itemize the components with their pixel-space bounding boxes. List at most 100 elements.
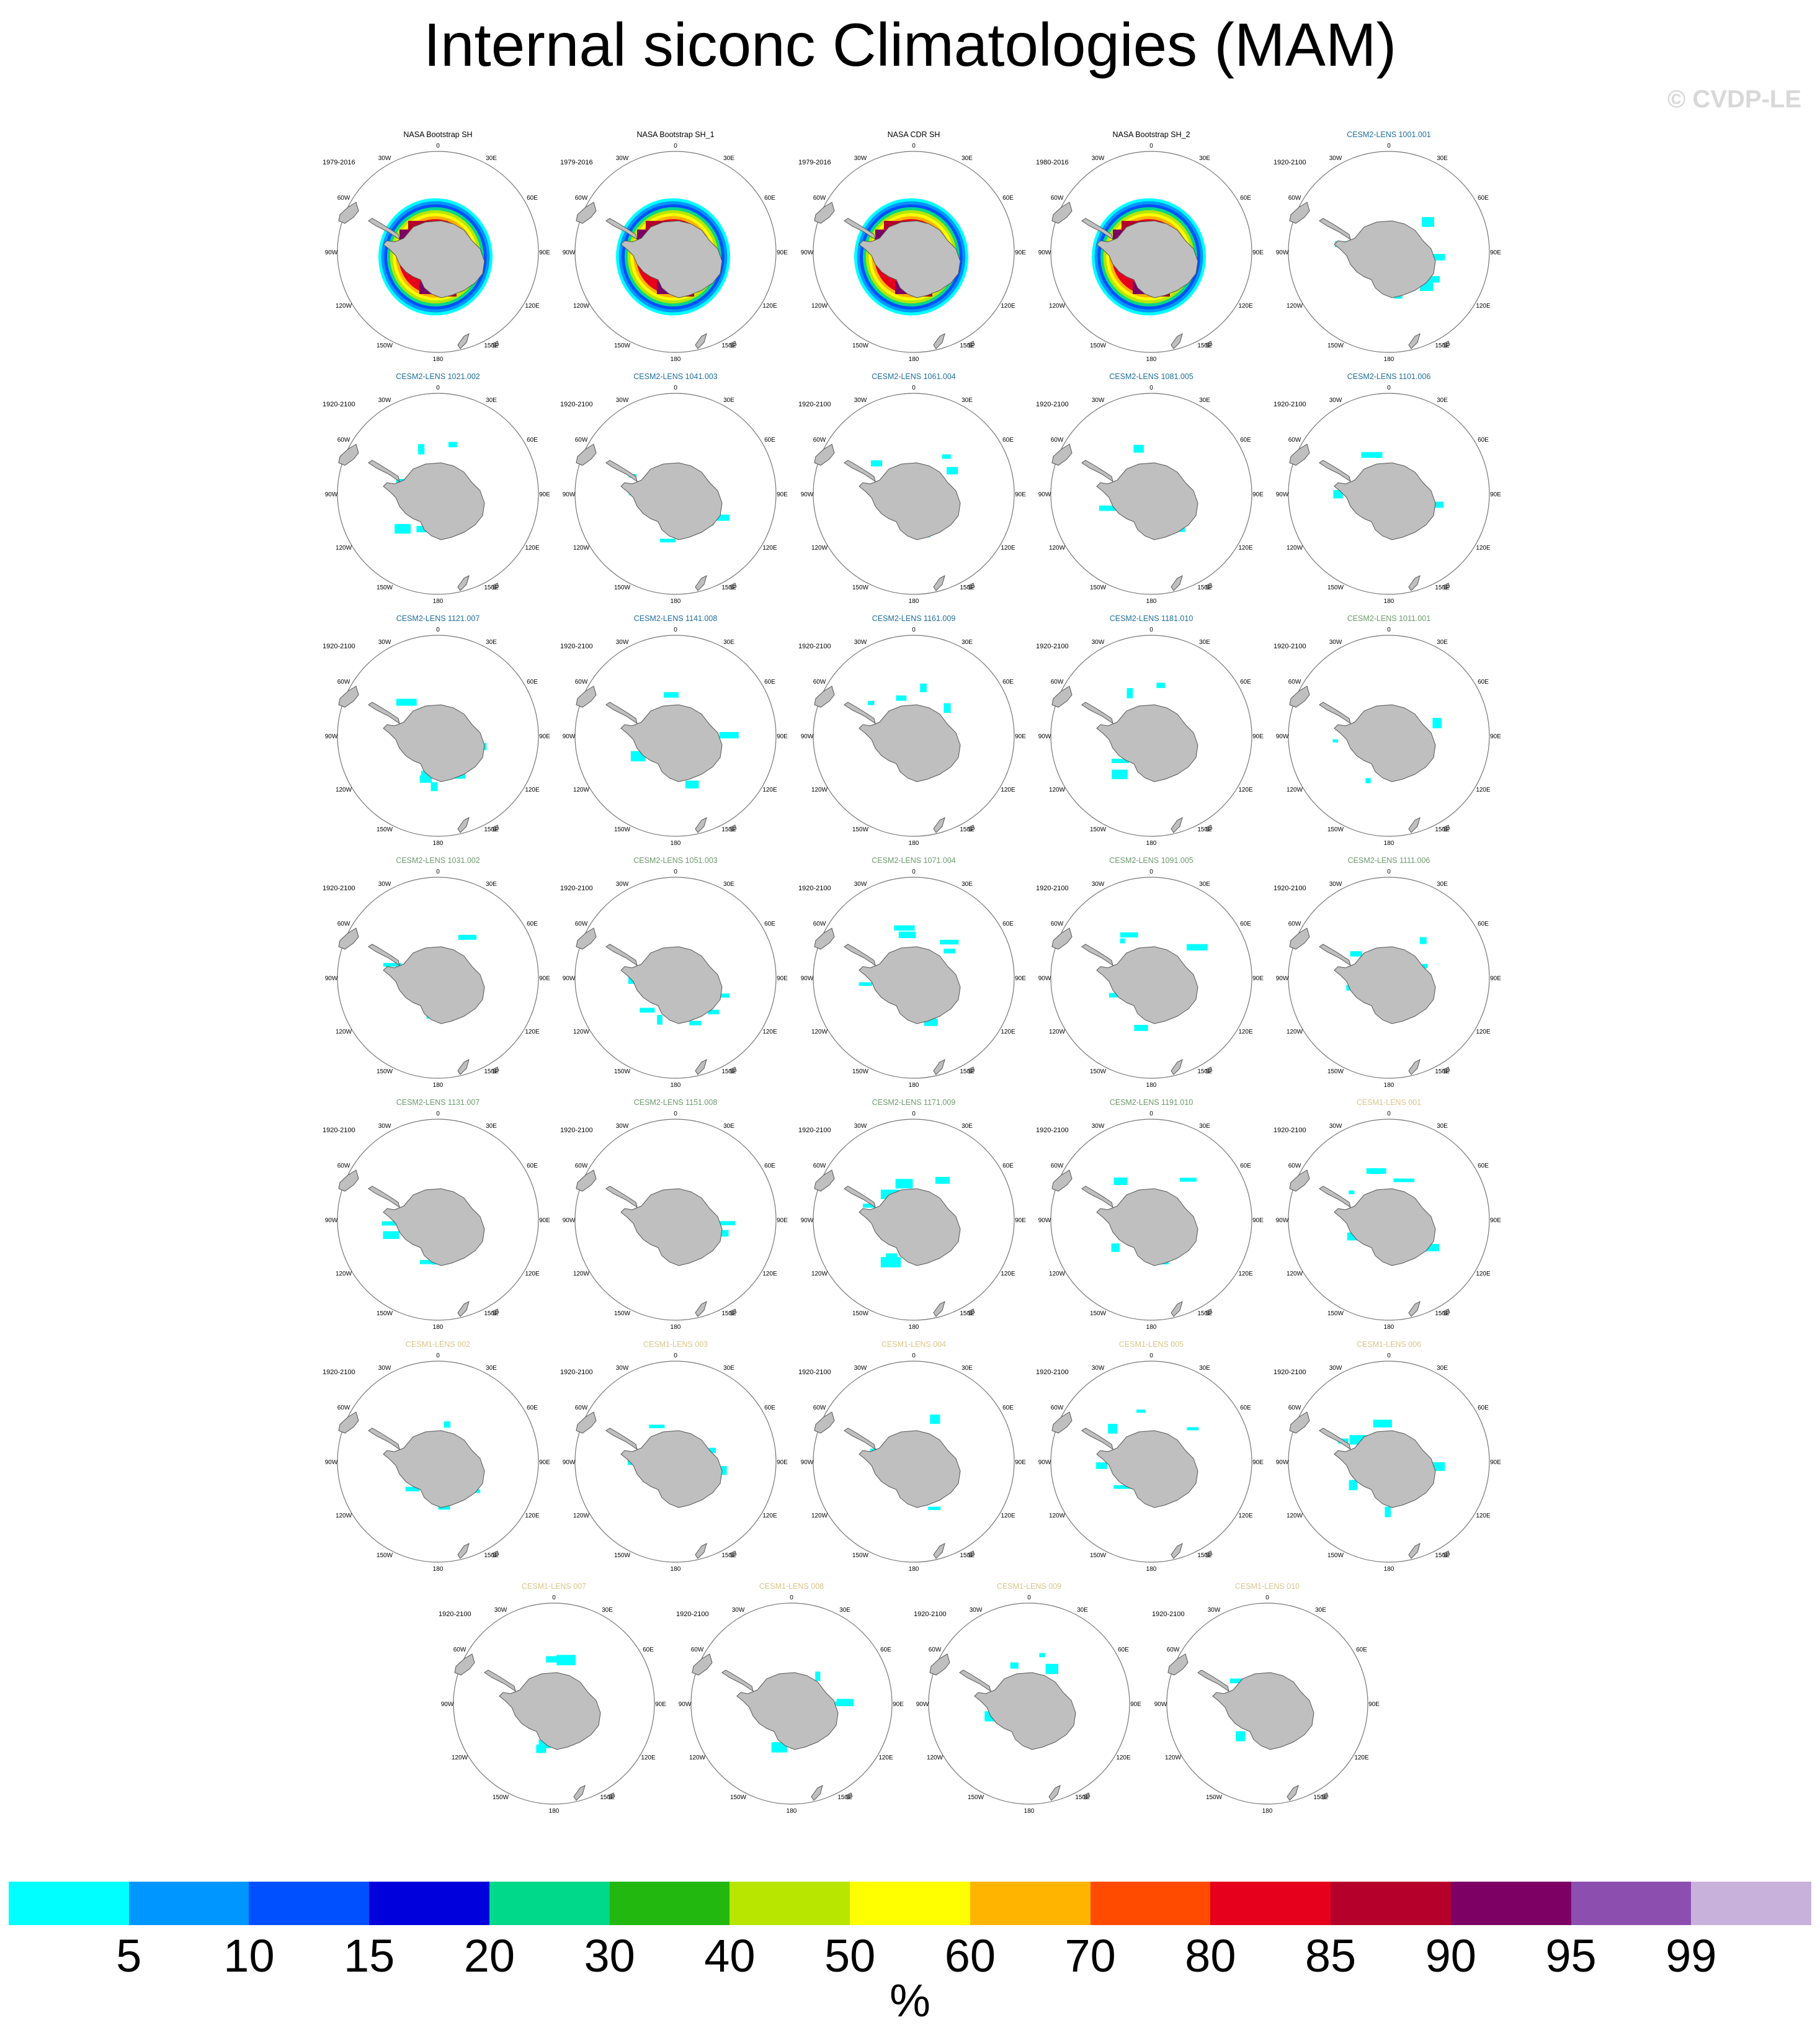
panel-period: 1920-2100	[560, 885, 593, 892]
map-panel: CESM2-LENS 1191.010 1920-2100 0 30W 30E 60W 60…	[1036, 1098, 1267, 1340]
south-america-landmass	[338, 927, 359, 950]
antarctic-peninsula	[1319, 1428, 1351, 1450]
lon-label-90w: 90W	[563, 491, 576, 498]
lon-label-150e: 150E	[721, 584, 736, 591]
south-america-landmass	[1289, 927, 1310, 950]
lon-label-0: 0	[912, 1352, 916, 1359]
tasmania-landmass	[968, 825, 975, 832]
lon-label-30w: 30W	[1329, 881, 1342, 888]
lon-label-90e: 90E	[1252, 975, 1264, 982]
lon-label-90e: 90E	[1252, 249, 1264, 256]
lon-label-30w: 30W	[1092, 1123, 1105, 1130]
lon-label-60e: 60E	[764, 1405, 775, 1411]
lon-label-30w: 30W	[1092, 1365, 1105, 1372]
lon-label-60w: 60W	[337, 437, 350, 444]
lon-label-90w: 90W	[801, 1459, 814, 1466]
antarctic-peninsula	[1319, 460, 1351, 483]
lon-label-180: 180	[1384, 1566, 1394, 1573]
lon-label-90w: 90W	[1276, 491, 1289, 498]
lon-label-90e: 90E	[1490, 975, 1501, 982]
colorbar-tick-label: 50	[824, 1930, 876, 1982]
south-america-landmass	[576, 1169, 597, 1192]
tasmania-landmass	[1205, 341, 1213, 348]
lon-label-0: 0	[436, 869, 440, 875]
lon-label-150w: 150W	[968, 1794, 984, 1801]
panel-title: CESM1-LENS 006	[1356, 1340, 1422, 1349]
lon-label-120e: 120E	[1476, 787, 1491, 793]
lon-label-30e: 30E	[1437, 639, 1448, 646]
lon-label-60e: 60E	[1478, 679, 1489, 686]
panel-period: 1920-2100	[323, 1369, 355, 1376]
lon-label-90w: 90W	[1276, 249, 1289, 256]
lon-label-90w: 90W	[1276, 975, 1289, 982]
lon-label-30e: 30E	[1199, 397, 1210, 404]
map-panel: CESM1-LENS 003 1920-2100 0 30W 30E 60W 60E 90W 9…	[560, 1340, 791, 1582]
lon-label-120e: 120E	[762, 545, 777, 552]
lon-label-150w: 150W	[614, 1068, 631, 1075]
colorbar-tick-label: 20	[463, 1930, 515, 1982]
south-america-landmass	[692, 1653, 713, 1676]
lon-label-60w: 60W	[1288, 437, 1301, 444]
lon-label-30e: 30E	[1315, 1607, 1326, 1614]
lon-label-60w: 60W	[1051, 1405, 1064, 1411]
panel-period: 1979-2016	[323, 159, 355, 166]
lon-label-150e: 150E	[484, 1068, 499, 1075]
lon-label-150e: 150E	[1197, 584, 1212, 591]
lon-label-60w: 60W	[575, 195, 588, 202]
new-zealand-landmass	[457, 333, 470, 349]
lon-label-120e: 120E	[1238, 545, 1253, 552]
panel-period: 1980-2016	[1036, 159, 1069, 166]
lon-label-150e: 150E	[1435, 584, 1450, 591]
lon-label-60w: 60W	[337, 679, 350, 686]
panel-title: NASA Bootstrap SH_1	[636, 130, 715, 139]
tasmania-landmass	[492, 825, 499, 832]
lon-label-30w: 30W	[854, 155, 867, 162]
lon-label-60e: 60E	[1002, 1163, 1014, 1169]
polar-stereographic-map: 0 30W 30E 60W 60E 90W 90E 120W 120E 150W 150E 180	[325, 627, 551, 847]
south-america-landmass	[338, 686, 359, 708]
tasmania-landmass	[729, 1066, 737, 1074]
panel-period: 1920-2100	[439, 1611, 471, 1618]
lon-label-60e: 60E	[527, 437, 538, 444]
lon-label-30e: 30E	[486, 1365, 497, 1372]
polar-stereographic-map: 0 30W 30E 60W 60E 90W 90E 120W 120E 150W 150E 180	[801, 869, 1027, 1089]
lon-label-90w: 90W	[1276, 733, 1289, 740]
lon-label-30e: 30E	[1077, 1607, 1088, 1614]
lon-label-150w: 150W	[377, 1310, 393, 1317]
lon-label-30w: 30W	[1329, 397, 1342, 404]
lon-label-90w: 90W	[1038, 249, 1051, 256]
lon-label-60w: 60W	[813, 1405, 826, 1411]
tasmania-landmass	[729, 1550, 737, 1558]
lon-label-150e: 150E	[1197, 1552, 1212, 1559]
polar-stereographic-map: 0 30W 30E 60W 60E 90W 90E 120W 120E 150W 150E 180	[801, 385, 1027, 605]
lon-label-120w: 120W	[1287, 1271, 1303, 1277]
lon-label-60e: 60E	[1118, 1647, 1129, 1653]
lon-label-90w: 90W	[325, 249, 338, 256]
lon-label-0: 0	[1027, 1594, 1031, 1601]
lon-label-120e: 120E	[1001, 787, 1015, 793]
lon-label-180: 180	[1024, 1808, 1035, 1815]
lon-label-30e: 30E	[486, 881, 497, 888]
panel-period: 1920-2100	[323, 1127, 355, 1134]
lon-label-90e: 90E	[539, 975, 550, 982]
lon-label-30e: 30E	[723, 155, 734, 162]
panel-title: CESM2-LENS 1101.006	[1347, 372, 1431, 381]
lon-label-90e: 90E	[777, 1217, 788, 1224]
south-america-landmass	[1051, 202, 1073, 224]
lon-label-60w: 60W	[1051, 679, 1064, 686]
new-zealand-landmass	[457, 1059, 470, 1075]
lon-label-150w: 150W	[1090, 826, 1107, 833]
lon-label-30e: 30E	[961, 881, 973, 888]
lon-label-90e: 90E	[1490, 491, 1501, 498]
new-zealand-landmass	[933, 817, 945, 833]
antarctic-peninsula	[844, 1428, 876, 1450]
tasmania-landmass	[1443, 825, 1450, 832]
panel-period: 1920-2100	[1036, 1127, 1069, 1134]
lon-label-30e: 30E	[1437, 155, 1448, 162]
lon-label-30w: 30W	[378, 1365, 391, 1372]
sea-ice-concentration	[859, 925, 959, 1026]
lon-label-180: 180	[1146, 840, 1157, 847]
tasmania-landmass	[492, 583, 499, 590]
antarctica-landmass	[383, 946, 485, 1024]
lon-label-120w: 120W	[1165, 1754, 1182, 1761]
